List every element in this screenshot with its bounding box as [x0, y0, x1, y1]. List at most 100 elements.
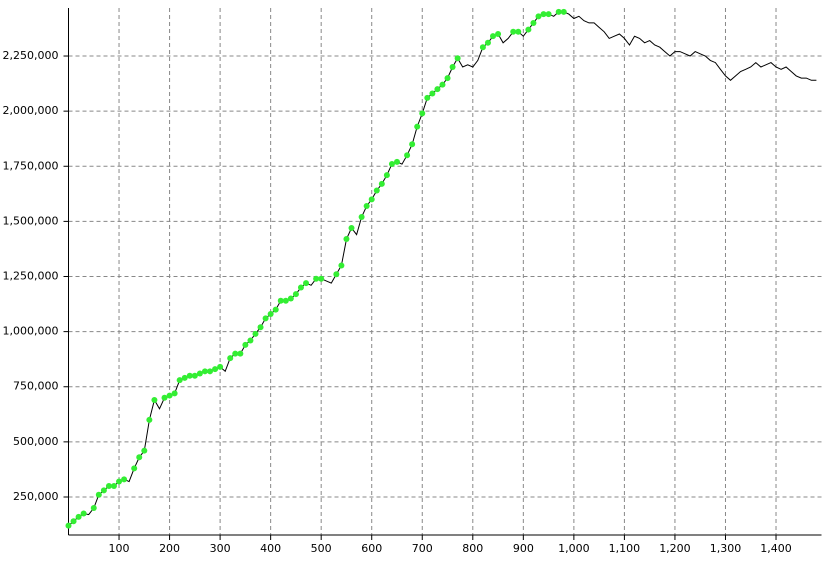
marker [318, 275, 325, 282]
marker [484, 39, 491, 46]
y-tick-label: 1,250,000 [3, 270, 59, 283]
x-tick-label: 1,200 [659, 542, 691, 555]
marker [186, 372, 193, 379]
marker [272, 306, 279, 313]
marker [141, 447, 148, 454]
marker [161, 394, 168, 401]
marker [490, 33, 497, 40]
marker [429, 90, 436, 97]
marker [348, 224, 355, 231]
marker [176, 377, 183, 384]
x-tick-label: 1,300 [710, 542, 742, 555]
marker [378, 180, 385, 187]
marker [267, 310, 274, 317]
x-tick-label: 100 [109, 542, 130, 555]
marker [232, 350, 239, 357]
marker [479, 44, 486, 51]
line [68, 11, 817, 527]
marker [151, 396, 158, 403]
y-tick-label: 750,000 [13, 380, 59, 393]
marker [560, 8, 567, 15]
marker [540, 11, 547, 18]
marker [535, 13, 542, 20]
marker [121, 476, 128, 483]
marker [287, 295, 294, 302]
marker [338, 262, 345, 269]
marker [297, 284, 304, 291]
marker [70, 518, 77, 525]
x-tick-label: 200 [159, 542, 180, 555]
x-tick-label: 1,100 [609, 542, 641, 555]
marker [136, 454, 143, 461]
marker [207, 368, 214, 375]
marker [75, 513, 82, 520]
marker [131, 465, 138, 472]
marker [171, 390, 178, 397]
marker [363, 202, 370, 209]
marker [181, 374, 188, 381]
x-tick-label: 400 [260, 542, 281, 555]
marker [388, 161, 395, 168]
marker [373, 187, 380, 194]
marker [277, 297, 284, 304]
marker [393, 158, 400, 165]
marker [247, 337, 254, 344]
marker [515, 28, 522, 35]
marker [212, 366, 219, 373]
marker [444, 75, 451, 82]
marker [146, 416, 153, 423]
marker [368, 196, 375, 203]
y-tick-label: 1,500,000 [3, 214, 59, 227]
marker [313, 275, 320, 282]
marker [217, 363, 224, 370]
y-tick-label: 250,000 [13, 490, 59, 503]
y-tick-label: 1,000,000 [3, 325, 59, 338]
marker [454, 55, 461, 62]
x-tick-label: 700 [412, 542, 433, 555]
marker [525, 26, 532, 33]
marker [166, 392, 173, 399]
marker [343, 236, 350, 243]
marker [424, 94, 431, 101]
x-tick-label: 1,400 [760, 542, 792, 555]
x-tick-label: 300 [210, 542, 231, 555]
marker [404, 152, 411, 159]
y-tick-label: 2,250,000 [3, 49, 59, 62]
marker [358, 213, 365, 220]
marker [227, 355, 234, 362]
x-tick-label: 900 [513, 542, 534, 555]
marker [282, 297, 289, 304]
marker [510, 28, 517, 35]
marker [434, 86, 441, 93]
marker [100, 487, 107, 494]
y-tick-label: 1,750,000 [3, 159, 59, 172]
marker [201, 368, 208, 375]
marker [303, 280, 310, 287]
marker [383, 172, 390, 179]
marker [90, 505, 97, 512]
marker [237, 350, 244, 357]
marker [292, 291, 299, 298]
marker [439, 81, 446, 88]
marker [116, 478, 123, 485]
marker [333, 271, 340, 278]
marker [449, 64, 456, 71]
marker [495, 30, 502, 37]
marker [196, 370, 203, 377]
marker [530, 19, 537, 26]
marker [191, 372, 198, 379]
marker [252, 330, 259, 337]
marker [257, 324, 264, 331]
y-tick-label: 2,000,000 [3, 104, 59, 117]
marker [555, 8, 562, 15]
x-tick-label: 600 [361, 542, 382, 555]
x-tick-label: 800 [462, 542, 483, 555]
marker [242, 341, 249, 348]
y-tick-label: 500,000 [13, 435, 59, 448]
marker [419, 110, 426, 117]
marker [80, 510, 87, 517]
marker [65, 522, 72, 529]
marker [409, 141, 416, 148]
x-tick-label: 500 [311, 542, 332, 555]
